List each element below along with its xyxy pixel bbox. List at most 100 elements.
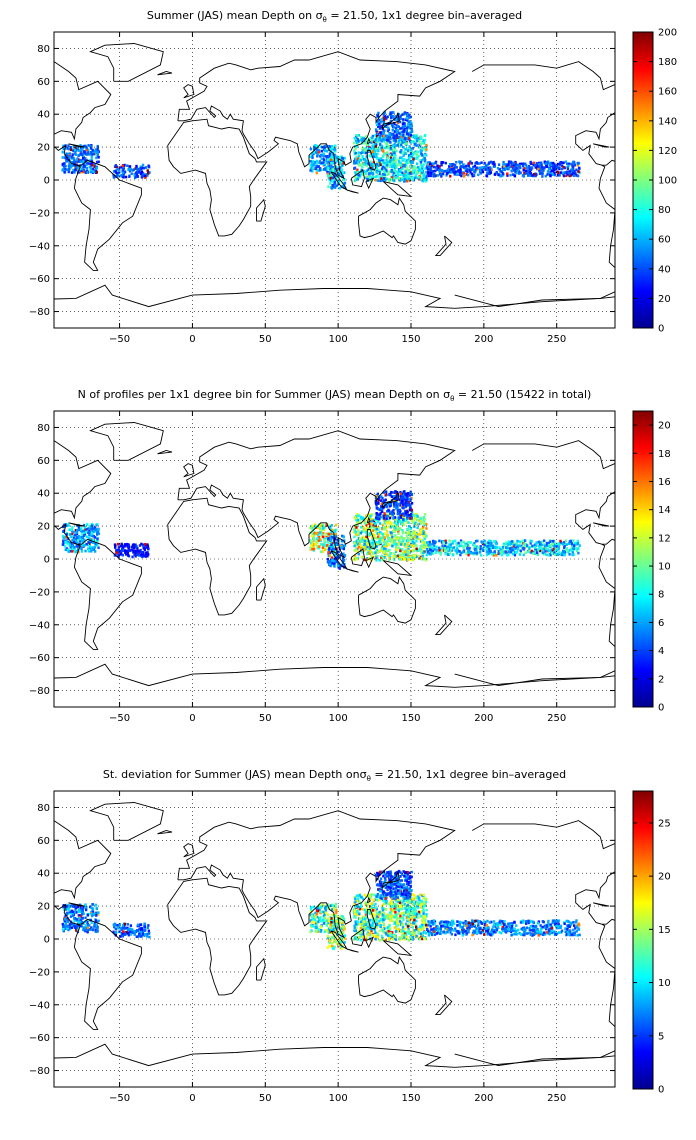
data-cell [329, 147, 332, 151]
data-cell [408, 497, 411, 501]
data-cell [341, 171, 345, 175]
data-cell [370, 522, 373, 526]
data-cell [423, 543, 426, 546]
data-cell [462, 545, 465, 548]
data-cell [413, 535, 416, 539]
data-cell [401, 141, 404, 144]
data-cell [330, 153, 334, 157]
data-cell [355, 524, 359, 527]
data-cell [378, 559, 381, 562]
data-cell [391, 512, 394, 516]
data-cell [415, 547, 418, 551]
data-cell [395, 520, 399, 524]
data-cell [418, 177, 421, 181]
data-cell [516, 169, 519, 172]
data-cell [397, 135, 400, 139]
data-cell [403, 152, 406, 155]
data-cell [381, 557, 385, 560]
data-cell [530, 166, 534, 169]
data-cell [309, 546, 313, 550]
data-cell [573, 163, 576, 166]
data-cell [464, 167, 467, 170]
data-cell [364, 157, 367, 161]
data-cell [80, 170, 83, 174]
coastline [346, 189, 359, 194]
data-cell [399, 137, 402, 141]
data-cell [382, 140, 386, 143]
coastline [381, 112, 400, 130]
data-cell [399, 516, 403, 519]
data-cell [320, 149, 324, 153]
data-cell [489, 550, 492, 553]
data-cell [81, 908, 85, 911]
data-cell [340, 155, 343, 159]
data-cell [506, 174, 509, 177]
data-cell [80, 539, 83, 542]
data-cell [430, 551, 433, 555]
data-cell [380, 161, 384, 164]
data-cell [92, 547, 95, 551]
data-cell [91, 914, 94, 918]
data-cell [61, 162, 65, 166]
data-cell [523, 539, 526, 543]
data-cell [464, 542, 468, 546]
data-cell [487, 542, 490, 546]
data-cell [89, 170, 93, 174]
data-cell [432, 162, 435, 166]
data-cell [405, 159, 409, 162]
y-tick-label: −80 [29, 307, 50, 318]
data-cell [134, 175, 138, 179]
data-cell [404, 502, 408, 505]
data-cell [315, 151, 318, 154]
data-cell [416, 156, 419, 159]
data-cell [74, 908, 77, 911]
data-cell [89, 168, 92, 172]
data-cell [379, 499, 383, 502]
data-cell [136, 171, 139, 174]
data-cell [408, 172, 412, 175]
y-tick-label: −20 [29, 208, 50, 219]
data-cell [123, 170, 127, 174]
data-cell [371, 150, 375, 153]
data-cell [367, 176, 371, 179]
data-cell [333, 548, 336, 552]
data-cell [388, 145, 391, 149]
data-cell [451, 540, 455, 543]
data-cell [83, 532, 87, 536]
data-cell [406, 510, 409, 514]
data-cell [406, 517, 409, 521]
data-cell [147, 547, 150, 551]
data-cell [527, 172, 530, 175]
data-cell [337, 539, 341, 542]
data-cell [419, 518, 423, 521]
data-cell [402, 121, 405, 124]
data-cell [311, 169, 314, 173]
data-cell [382, 155, 385, 158]
data-cell [532, 163, 535, 167]
data-cell [433, 543, 436, 546]
data-cell [483, 161, 486, 165]
data-cell [480, 161, 483, 165]
data-cell [403, 504, 407, 507]
data-cell [387, 138, 390, 142]
data-cell [72, 530, 75, 534]
data-cell [549, 167, 552, 170]
x-tick-label: 0 [189, 713, 195, 724]
data-cell [509, 173, 512, 177]
data-cell [420, 169, 423, 173]
chart-panel-2: N of profiles per 1x1 degree bin for Sum… [29, 388, 671, 724]
data-cell [386, 151, 389, 154]
data-cell [357, 537, 361, 540]
data-cell [371, 519, 374, 523]
data-cell [385, 167, 388, 171]
data-cell [131, 931, 134, 935]
data-cell [331, 161, 335, 164]
data-cell [139, 172, 143, 175]
data-cell [432, 540, 435, 543]
data-cell [136, 551, 140, 554]
data-cell [475, 549, 478, 552]
data-cell [458, 173, 462, 177]
data-cell [438, 546, 441, 550]
data-cell [363, 536, 366, 540]
data-cell [375, 556, 378, 560]
